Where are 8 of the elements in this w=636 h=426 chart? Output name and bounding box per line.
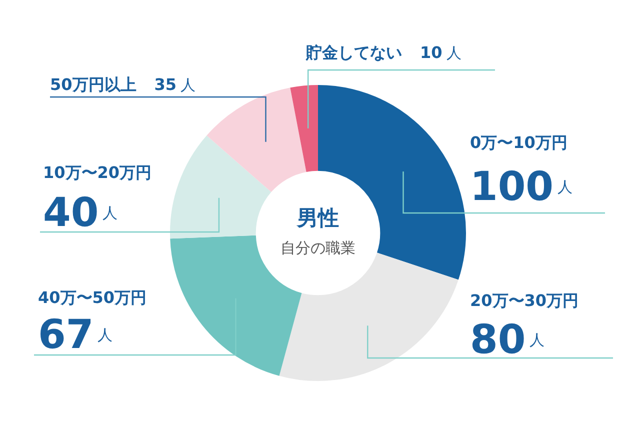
slice-label: 貯金してない xyxy=(305,43,402,62)
text: 男性 xyxy=(296,206,339,230)
slice-label: 50万円以上 xyxy=(50,75,136,94)
slice-label: 20万〜30万円 xyxy=(470,291,579,310)
slice-label: 40万〜50万円 xyxy=(38,288,147,307)
slice-label: 10万〜20万円 xyxy=(43,163,152,182)
slice-label: 0万〜10万円 xyxy=(470,133,568,152)
text: 自分の職業 xyxy=(280,239,356,257)
